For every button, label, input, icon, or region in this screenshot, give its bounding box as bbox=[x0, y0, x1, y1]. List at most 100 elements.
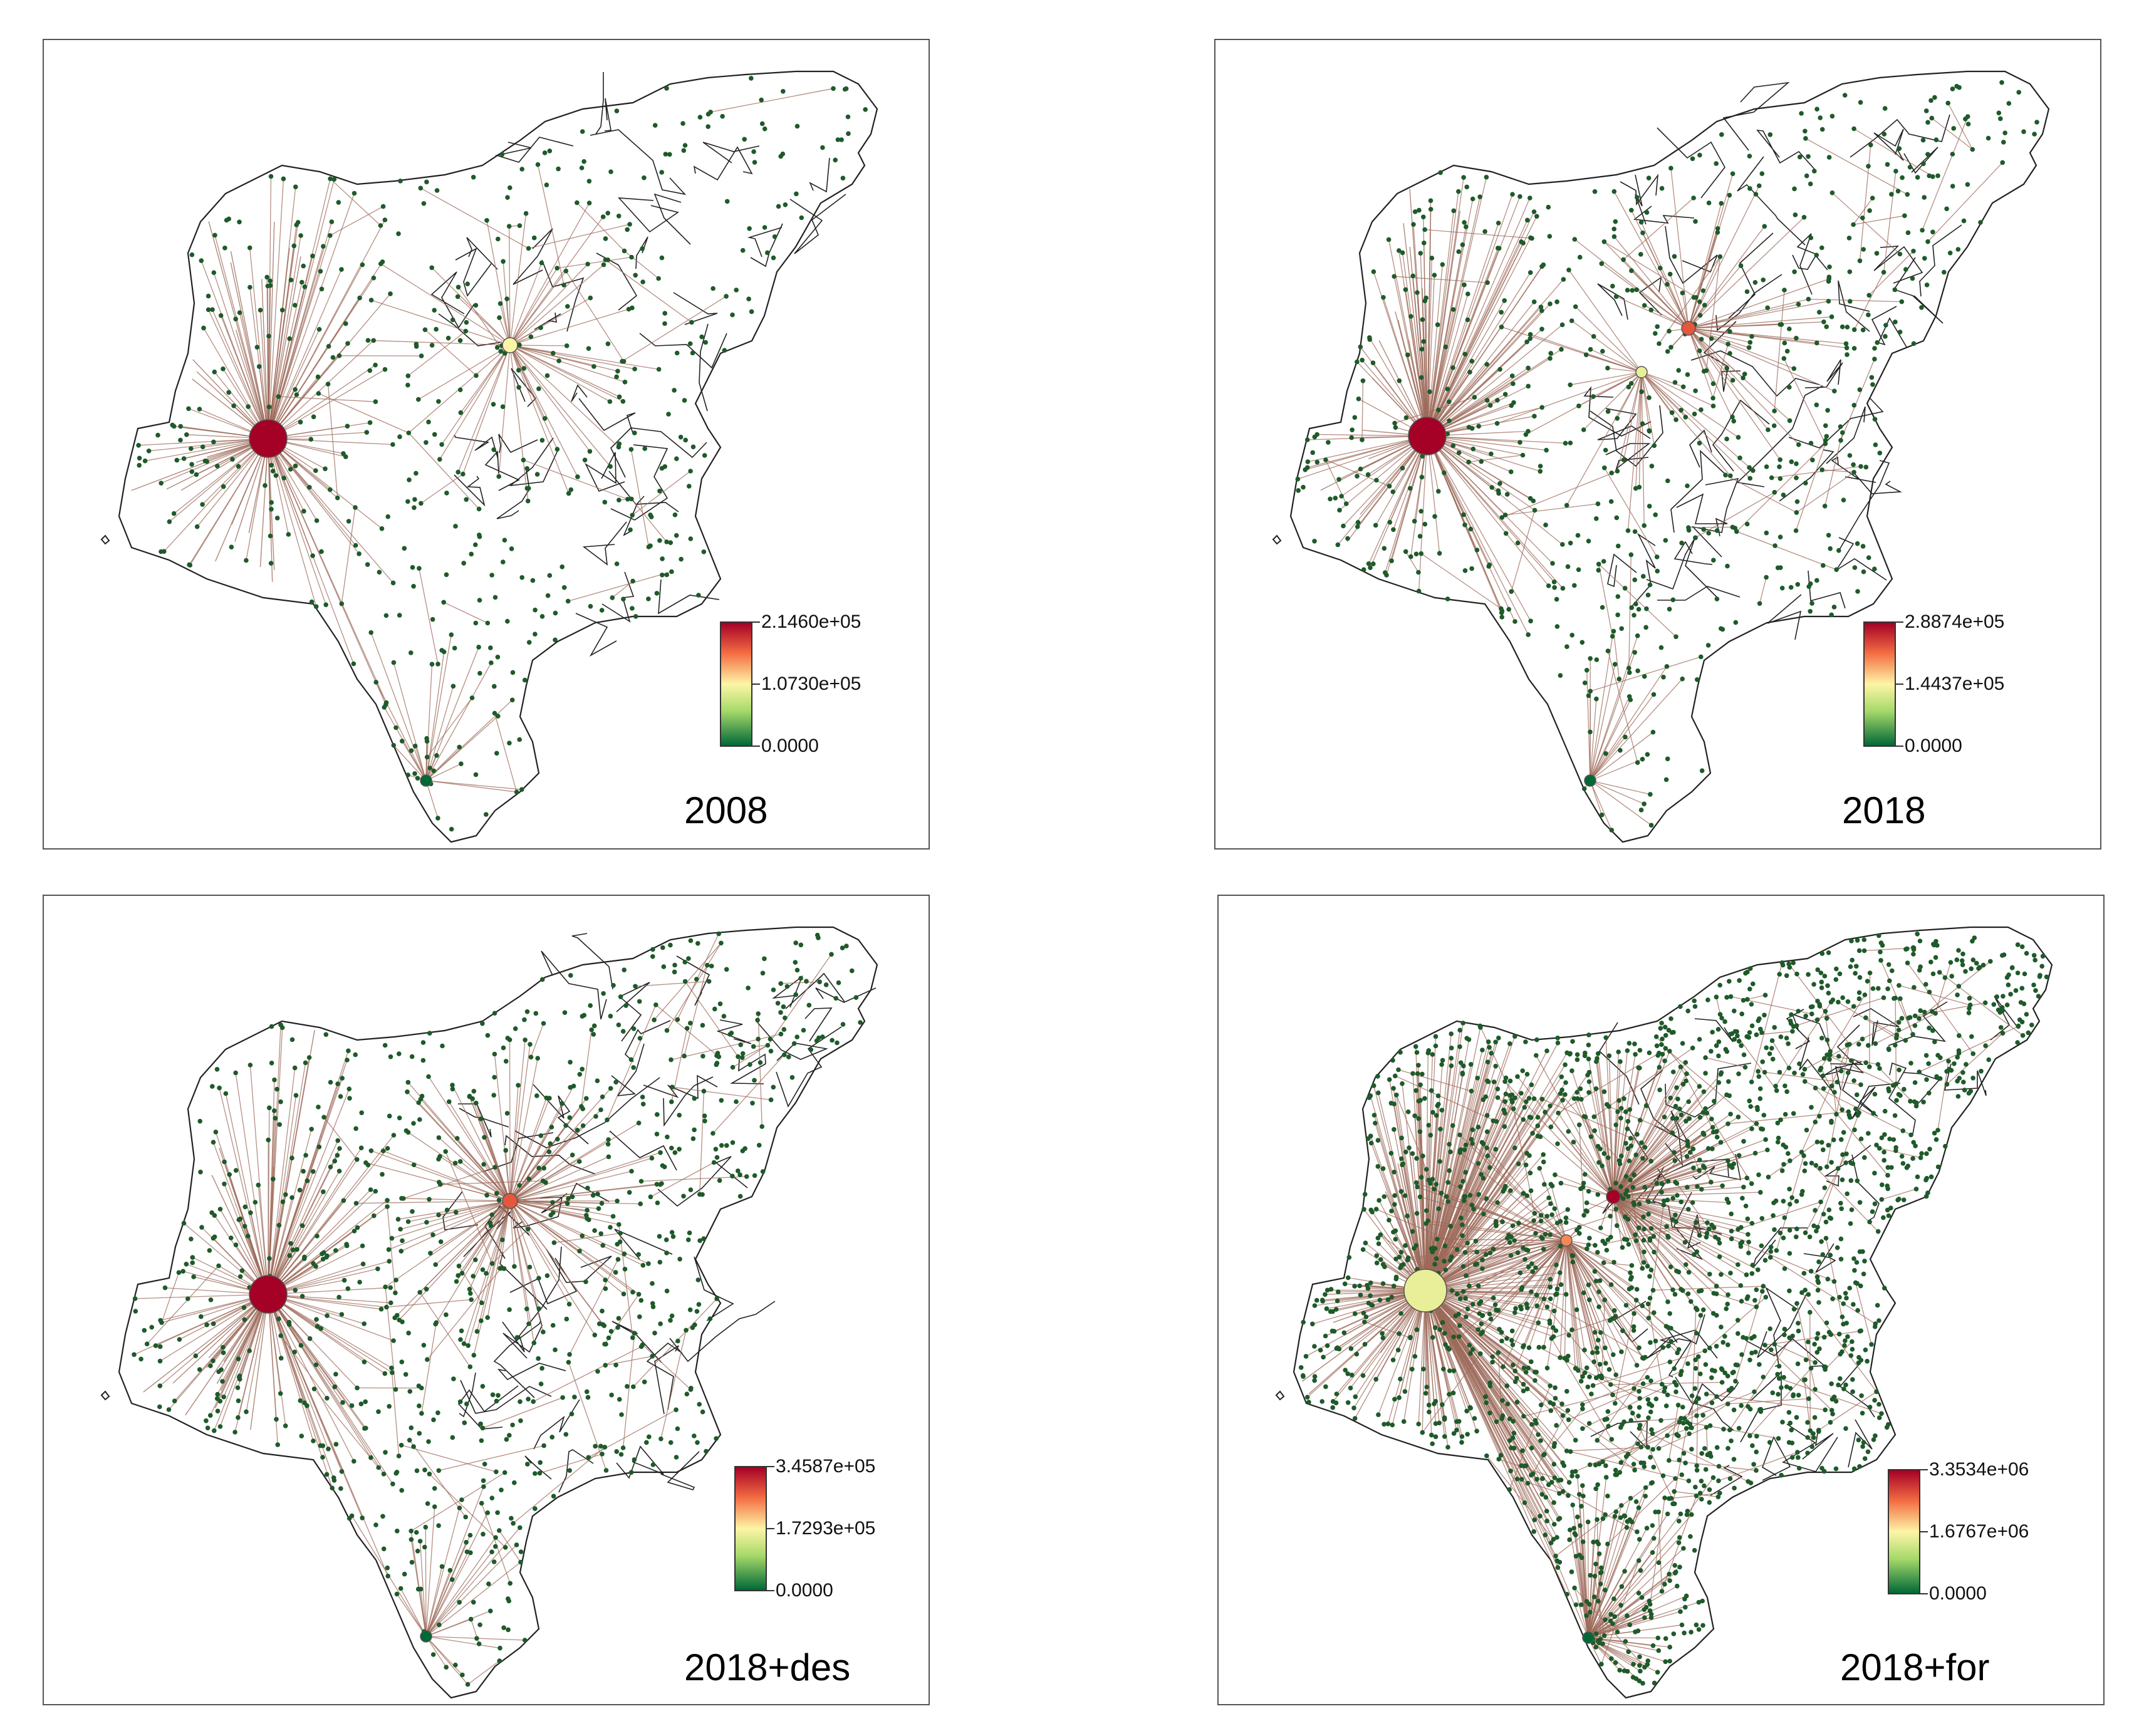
network-node bbox=[1663, 777, 1669, 782]
district-boundary bbox=[1722, 81, 1790, 151]
network-node bbox=[630, 1335, 635, 1340]
network-node bbox=[1362, 1341, 1368, 1347]
network-node bbox=[548, 1141, 553, 1146]
network-node bbox=[423, 1524, 429, 1530]
network-node bbox=[405, 1079, 411, 1085]
network-node bbox=[310, 553, 315, 558]
network-node bbox=[1544, 447, 1549, 453]
network-edge bbox=[1590, 678, 1683, 781]
network-node bbox=[1511, 381, 1516, 387]
network-node bbox=[477, 670, 482, 676]
network-node bbox=[479, 1500, 484, 1506]
network-edge bbox=[268, 248, 290, 439]
network-node bbox=[495, 655, 501, 660]
network-node bbox=[189, 462, 194, 467]
network-node bbox=[1759, 171, 1765, 176]
network-edge bbox=[370, 632, 427, 781]
network-node bbox=[677, 1146, 682, 1152]
network-node bbox=[1719, 1366, 1724, 1371]
network-node bbox=[1569, 633, 1574, 638]
network-edge bbox=[452, 1084, 511, 1202]
network-edge bbox=[554, 1232, 621, 1244]
network-node bbox=[1627, 670, 1632, 675]
network-node bbox=[737, 1193, 743, 1199]
network-node bbox=[333, 1248, 338, 1253]
network-edge bbox=[1425, 1245, 1561, 1291]
network-node bbox=[1710, 395, 1715, 401]
network-node bbox=[1588, 1134, 1594, 1140]
network-node bbox=[1679, 540, 1684, 546]
network-node bbox=[1714, 1043, 1719, 1048]
network-node bbox=[460, 1672, 465, 1678]
network-node bbox=[528, 1054, 534, 1060]
network-node bbox=[637, 1036, 643, 1041]
network-edge bbox=[1387, 1290, 1426, 1424]
network-node bbox=[467, 1093, 472, 1099]
network-node bbox=[503, 1059, 509, 1064]
network-node bbox=[768, 1049, 774, 1054]
network-node bbox=[1464, 1314, 1469, 1319]
legend-colorbar bbox=[720, 621, 752, 747]
network-edge bbox=[1641, 372, 1686, 418]
network-node bbox=[1704, 1230, 1710, 1236]
network-node bbox=[380, 1172, 385, 1177]
network-node bbox=[429, 265, 434, 271]
network-edge bbox=[213, 272, 269, 439]
network-node bbox=[132, 1296, 138, 1301]
network-node bbox=[1663, 1403, 1669, 1408]
network-node bbox=[575, 200, 580, 205]
network-node bbox=[436, 1468, 442, 1474]
network-node bbox=[205, 1425, 211, 1431]
network-node bbox=[215, 464, 220, 469]
network-node bbox=[560, 1395, 565, 1400]
network-node bbox=[415, 776, 420, 781]
network-edge bbox=[215, 438, 269, 562]
network-node bbox=[566, 1359, 571, 1365]
district-boundary bbox=[595, 72, 604, 135]
network-node bbox=[657, 538, 662, 543]
district-boundary bbox=[653, 193, 691, 245]
network-node bbox=[1640, 1266, 1645, 1271]
network-edge bbox=[1613, 1149, 1768, 1197]
network-node bbox=[512, 1264, 517, 1269]
network-edge bbox=[732, 1044, 768, 1068]
network-node bbox=[288, 278, 294, 283]
network-node bbox=[313, 604, 319, 610]
network-node bbox=[439, 648, 444, 653]
network-node bbox=[1747, 476, 1752, 481]
network-edge bbox=[420, 474, 464, 504]
network-node bbox=[692, 1127, 697, 1133]
network-node bbox=[186, 406, 191, 412]
district-boundary bbox=[1689, 429, 1712, 468]
network-node bbox=[1559, 1074, 1564, 1079]
network-edge bbox=[396, 1594, 427, 1637]
network-edge bbox=[393, 662, 427, 781]
network-node bbox=[599, 1201, 605, 1206]
network-node bbox=[236, 1356, 241, 1361]
network-node bbox=[687, 1307, 693, 1312]
network-node bbox=[391, 742, 397, 748]
network-node bbox=[1823, 423, 1828, 429]
network-node bbox=[1460, 242, 1465, 247]
network-node bbox=[680, 121, 685, 126]
network-edge bbox=[1652, 1391, 1755, 1435]
network-node bbox=[1861, 569, 1866, 574]
network-edge bbox=[1588, 1548, 1684, 1638]
network-edge bbox=[642, 1344, 691, 1390]
network-edge bbox=[473, 1200, 511, 1356]
district-boundary bbox=[660, 1451, 700, 1490]
network-edge bbox=[1427, 279, 1564, 437]
network-edge bbox=[1425, 1290, 1551, 1403]
network-node bbox=[395, 1217, 401, 1222]
district-boundary bbox=[618, 197, 679, 233]
network-node bbox=[1665, 1299, 1670, 1304]
network-edge bbox=[1607, 650, 1638, 763]
network-node bbox=[311, 1438, 316, 1443]
network-node bbox=[496, 236, 501, 242]
district-boundary bbox=[610, 427, 707, 478]
network-node bbox=[323, 466, 328, 472]
network-edge bbox=[1715, 997, 1721, 1015]
network-node bbox=[468, 1291, 473, 1296]
network-edge bbox=[1619, 1417, 1649, 1473]
network-node bbox=[806, 1002, 812, 1008]
